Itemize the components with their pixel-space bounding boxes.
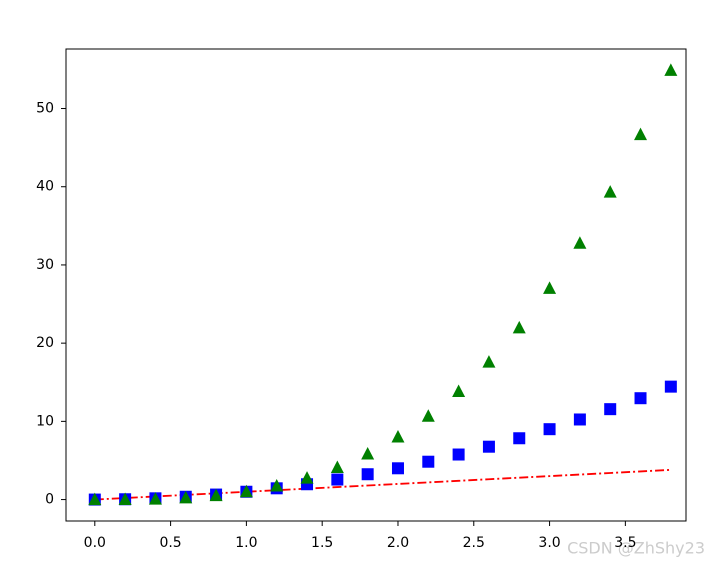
triangle-marker: [179, 490, 193, 504]
square-marker: [361, 468, 374, 481]
triangle-marker: [118, 492, 132, 506]
square-marker: [573, 413, 586, 426]
x-tick-label: 2.0: [387, 535, 409, 551]
x-tick-label: 3.5: [614, 535, 636, 551]
data-line: [94, 468, 671, 501]
square-marker: [331, 473, 344, 486]
triangle-marker: [300, 471, 314, 484]
plot-frame: [65, 48, 687, 522]
triangle-marker: [270, 479, 284, 492]
x-tick-label: 3.0: [538, 535, 560, 551]
triangle-marker: [634, 127, 648, 141]
y-tick-label: 30: [36, 257, 54, 273]
triangle-marker: [452, 384, 466, 397]
triangle-marker: [88, 492, 102, 506]
x-tick-label: 0.0: [84, 535, 106, 551]
x-tick-label: 1.5: [311, 535, 333, 551]
triangle-marker: [421, 409, 435, 422]
square-marker: [422, 455, 435, 468]
square-marker: [482, 440, 495, 453]
y-tick-label: 10: [36, 413, 54, 429]
square-marker: [664, 380, 677, 393]
square-marker: [452, 448, 465, 461]
square-marker: [604, 403, 617, 416]
square-marker: [513, 432, 526, 445]
x-tick-label: 0.5: [159, 535, 181, 551]
triangle-marker: [512, 320, 526, 334]
triangle-marker: [209, 488, 223, 502]
x-tick-label: 2.5: [463, 535, 485, 551]
y-tick-label: 0: [45, 492, 54, 508]
triangle-marker: [330, 460, 344, 474]
square-marker: [543, 423, 556, 436]
watermark: CSDN @ZhShy23: [567, 539, 705, 558]
triangle-marker: [543, 281, 557, 294]
triangle-marker: [603, 185, 617, 198]
square-marker: [391, 462, 404, 475]
triangle-marker: [664, 63, 678, 76]
x-tick-label: 1.0: [235, 535, 257, 551]
triangle-marker: [239, 484, 253, 498]
triangle-marker: [573, 236, 587, 249]
triangle-marker: [361, 446, 375, 460]
triangle-marker: [391, 430, 405, 443]
triangle-marker: [148, 492, 162, 505]
y-tick-label: 50: [36, 101, 54, 117]
y-tick-label: 20: [36, 335, 54, 351]
triangle-marker: [482, 355, 496, 368]
square-marker: [634, 392, 647, 405]
y-tick-label: 40: [36, 179, 54, 195]
